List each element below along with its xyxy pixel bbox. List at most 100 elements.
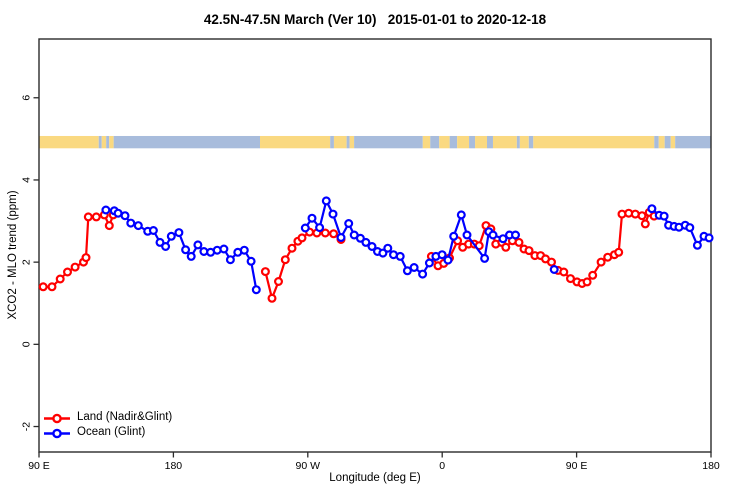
data-point-marker xyxy=(565,274,575,284)
ocean-band-segment xyxy=(113,135,261,149)
data-point-marker xyxy=(704,233,714,243)
data-point-marker xyxy=(409,263,419,273)
data-point-marker xyxy=(101,205,111,215)
data-point-marker xyxy=(251,285,261,295)
data-point-marker xyxy=(361,237,371,247)
data-point-marker xyxy=(692,240,702,250)
data-point-marker xyxy=(367,242,377,252)
data-point-marker xyxy=(582,277,592,287)
data-point-marker xyxy=(437,250,447,260)
data-point-marker xyxy=(549,265,559,275)
data-point-marker xyxy=(637,211,647,221)
ocean-band-segment xyxy=(330,135,334,149)
ocean-band-segment xyxy=(449,135,458,149)
data-point-marker xyxy=(120,211,130,221)
y-tick-label: 2 xyxy=(21,259,33,265)
x-tick-label: 180 xyxy=(702,460,720,472)
y-tick-label: 4 xyxy=(21,177,33,183)
data-point-marker xyxy=(383,243,393,253)
legend-marker-land-icon xyxy=(44,413,70,424)
data-point-marker xyxy=(480,253,490,263)
land-band-segment xyxy=(533,135,655,149)
y-tick-label: -2 xyxy=(21,422,33,431)
data-point-marker xyxy=(91,212,101,222)
y-axis-label: XCO2 - MLO trend (ppm) xyxy=(7,190,19,320)
data-point-marker xyxy=(38,282,48,292)
ocean-band-segment xyxy=(654,135,659,149)
data-point-marker xyxy=(193,240,203,250)
legend-label-ocean: Ocean (Glint) xyxy=(77,426,146,438)
data-point-marker xyxy=(133,221,143,231)
data-point-marker xyxy=(47,282,57,292)
data-point-marker xyxy=(402,266,412,276)
data-point-marker xyxy=(280,255,290,265)
ocean-band-segment xyxy=(98,135,102,149)
chart-title: 42.5N-47.5N March (Ver 10) 2015-01-01 to… xyxy=(203,12,547,27)
data-point-marker xyxy=(443,255,453,265)
data-point-marker xyxy=(166,231,176,241)
data-point-marker xyxy=(588,270,598,280)
data-point-marker xyxy=(83,212,93,222)
series-line xyxy=(43,213,115,288)
data-point-marker xyxy=(329,229,339,239)
data-point-marker xyxy=(186,251,196,261)
data-point-marker xyxy=(418,269,428,279)
land-band-segment xyxy=(457,135,470,149)
x-tick-label: 90 E xyxy=(566,460,588,472)
data-point-marker xyxy=(70,262,80,272)
data-point-marker xyxy=(246,256,256,266)
data-point-marker xyxy=(462,230,472,240)
ocean-band-segment xyxy=(430,135,440,149)
data-point-marker xyxy=(300,223,310,233)
data-point-marker xyxy=(640,219,650,229)
data-point-marker xyxy=(501,242,511,252)
y-tick-label: 0 xyxy=(21,341,33,347)
data-point-marker xyxy=(596,257,606,267)
data-point-marker xyxy=(395,251,405,261)
data-point-marker xyxy=(488,230,498,240)
data-point-marker xyxy=(155,237,165,247)
data-point-marker xyxy=(320,228,330,238)
land-ocean-band xyxy=(39,135,711,149)
data-point-marker xyxy=(267,293,277,303)
land-band-segment xyxy=(658,135,665,149)
x-axis-label: Longitude (deg E) xyxy=(329,472,421,484)
data-point-marker xyxy=(225,255,235,265)
ocean-band-segment xyxy=(675,135,711,149)
legend-marker-ocean-icon xyxy=(44,428,70,439)
land-band-segment xyxy=(439,135,450,149)
land-band-segment xyxy=(519,135,529,149)
ocean-band-segment xyxy=(516,135,520,149)
data-point-marker xyxy=(546,257,556,267)
x-tick-label: 90 E xyxy=(28,460,50,472)
data-point-marker xyxy=(344,219,354,229)
data-point-marker xyxy=(514,237,524,247)
land-band-segment xyxy=(260,135,331,149)
x-tick-label: 180 xyxy=(165,460,183,472)
land-band-segment xyxy=(349,135,355,149)
ocean-band-segment xyxy=(664,135,671,149)
ocean-band-segment xyxy=(528,135,534,149)
ocean-band-segment xyxy=(106,135,110,149)
data-point-marker xyxy=(174,228,184,238)
land-band-segment xyxy=(101,135,107,149)
axes: 90 E 180 90 W 0 90 E 180 6 4 2 0 -2 xyxy=(21,38,720,472)
land-band-segment xyxy=(333,135,347,149)
data-point-marker xyxy=(126,218,136,228)
land-band-segment xyxy=(39,135,99,149)
data-point-marker xyxy=(55,274,65,284)
data-point-marker xyxy=(104,221,114,231)
data-point-marker xyxy=(219,244,229,254)
data-point-marker xyxy=(161,242,171,252)
data-point-marker xyxy=(614,247,624,257)
data-point-marker xyxy=(559,267,569,277)
data-point-marker xyxy=(260,267,270,277)
data-point-marker xyxy=(181,245,191,255)
plot-border xyxy=(38,38,712,453)
ocean-band-segment xyxy=(487,135,493,149)
data-point-marker xyxy=(424,258,434,268)
land-band-segment xyxy=(475,135,487,149)
y-tick-label: 6 xyxy=(21,95,33,101)
data-point-marker xyxy=(647,204,657,214)
